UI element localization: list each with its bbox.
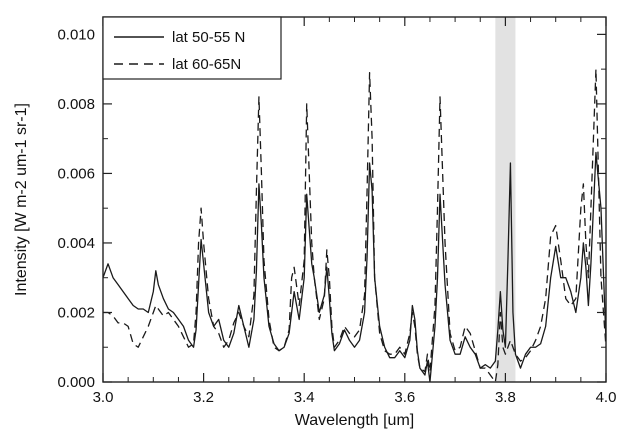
series-line-1 <box>103 151 606 382</box>
x-tick-label: 3.2 <box>193 389 214 406</box>
plot-frame <box>102 16 607 383</box>
legend-box <box>102 16 282 80</box>
highlight-band <box>495 17 516 382</box>
series-line-2 <box>103 68 606 382</box>
x-axis-title: Wavelength [um] <box>295 412 414 429</box>
y-tick-label: 0.008 <box>57 96 95 113</box>
legend-label-2: lat 60-65N <box>172 56 241 73</box>
y-tick-label: 0.006 <box>57 165 95 182</box>
legend: lat 50-55 N lat 60-65N <box>102 16 282 80</box>
y-axis-title: Intensity [W m-2 um-1 sr-1] <box>13 103 30 296</box>
x-tick-label: 3.8 <box>495 389 516 406</box>
legend-label-1: lat 50-55 N <box>172 29 245 46</box>
y-tick-label: 0.002 <box>57 304 95 321</box>
x-tick-label: 3.4 <box>294 389 315 406</box>
y-tick-label: 0.004 <box>57 235 95 252</box>
y-tick-label: 0.000 <box>57 374 95 391</box>
x-tick-label: 3.0 <box>93 389 114 406</box>
x-tick-label: 3.6 <box>394 389 415 406</box>
y-tick-label: 0.010 <box>57 26 95 43</box>
x-tick-label: 4.0 <box>596 389 617 406</box>
